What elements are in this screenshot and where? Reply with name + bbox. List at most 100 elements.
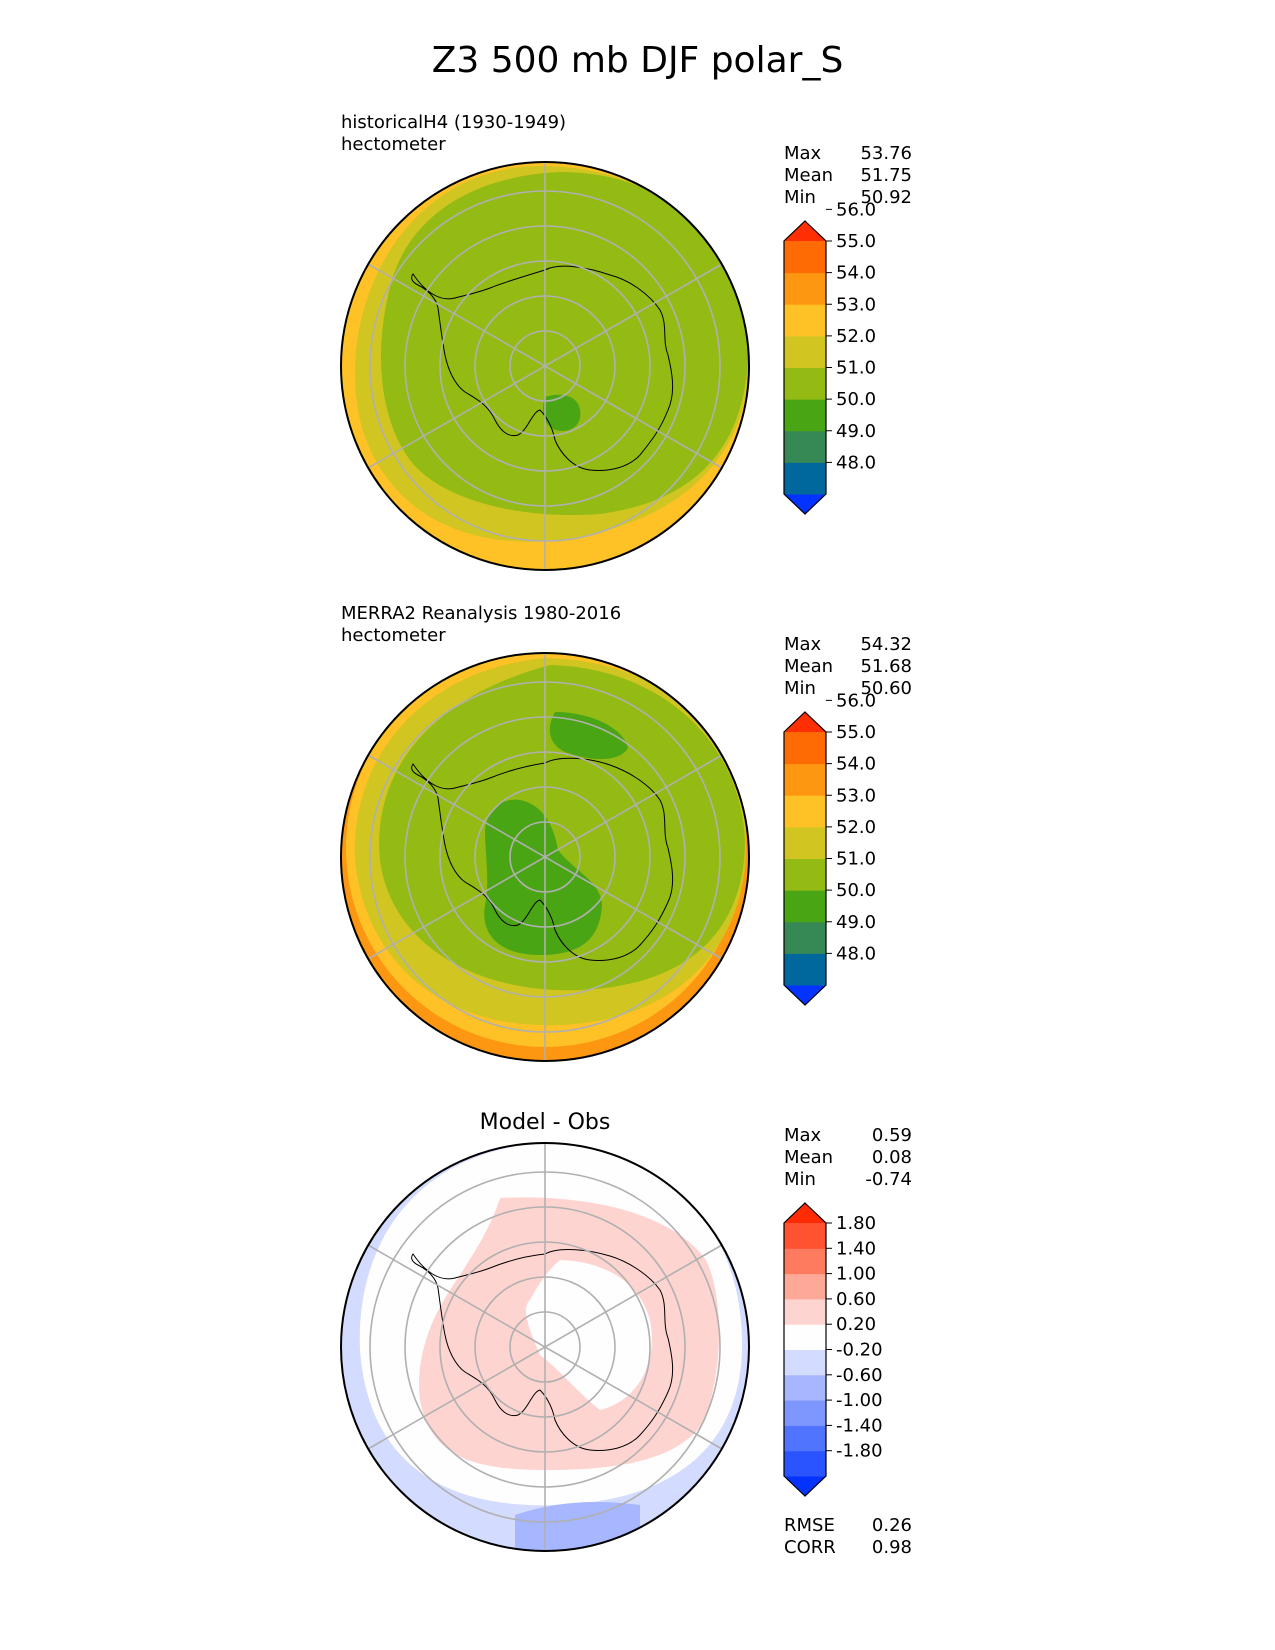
colorbar-segment [784,1223,826,1249]
panel-title-line: MERRA2 Reanalysis 1980-2016 [341,603,622,624]
colorbar-tick-label: -0.60 [836,1365,883,1386]
field-level-50-51 [549,712,628,760]
colorbar-tick-label: 53.0 [836,785,876,806]
map-border [340,1142,750,1552]
colorbar-extend-min [784,494,826,514]
field-level-51-52 [380,172,749,516]
colorbar-segment [784,1298,826,1325]
panel-title-line: historicalH4 (1930-1949) [341,112,567,133]
panel-units-line: hectometer [341,625,446,646]
colorbar-segment [784,1450,826,1477]
map-border [340,161,750,571]
colorbar-tick-label: 0.20 [836,1314,876,1335]
colorbar-segment [784,241,826,274]
colorbar-outline [783,1202,827,1497]
colorbar-segment [784,1273,826,1300]
colorbar-segment [784,399,826,432]
colorbar-segment [784,763,826,796]
field-level-54-55 [341,653,749,1061]
colorbar: -1.80 -1.40 -1.00 -0.60 -0.20 0.20 0.60 1.00 1.4… [783,1202,883,1497]
colorbar-segment [784,462,826,495]
colorbar-segment [784,272,826,305]
field-level-51-52 [379,665,745,991]
colorbar-tick-label: 50.0 [836,389,876,410]
colorbar-tick-label: 49.0 [836,421,876,442]
panel-units-line: hectometer [341,134,446,155]
colorbar-tick-label: 0.60 [836,1289,876,1310]
antarctica-outline [411,1249,674,1451]
colorbar-tick-label: -0.20 [836,1340,883,1361]
colorbar-extend-max [784,1203,826,1223]
field-level-neg1.0-neg0.6 [515,1502,640,1551]
colorbar-tick-label: -1.40 [836,1415,883,1436]
colorbar-tick-label: 1.00 [836,1264,876,1285]
colorbar-segment [784,1425,826,1452]
colorbar-tick-label: -1.00 [836,1390,883,1411]
field-level-52-53 [354,166,749,542]
colorbar-tick-label: 55.0 [836,722,876,743]
colorbar-segment [784,304,826,337]
metric-corr: CORR 0.98 [784,1537,912,1558]
metrics-box: RMSE 0.26 CORR 0.98 [784,1515,912,1559]
field-level-0.2-0.6 [419,1197,720,1470]
colorbar-tick-label: 52.0 [836,326,876,347]
colorbar-segment [784,367,826,400]
colorbar-segment [784,335,826,368]
panel-title: historicalH4 (1930-1949) hectometer [341,112,566,156]
stats-box: Max 0.59 Mean 0.08 Min -0.74 [784,1125,912,1191]
antarctica-outline [411,757,674,961]
field-level-53-54 [346,653,744,1047]
colorbar-segment [784,858,826,891]
colorbar-segment [784,732,826,765]
colorbar-tick-label: -1.80 [836,1441,883,1462]
panel-title: Model - Obs [479,1110,611,1135]
antarctica-outline [411,265,674,471]
colorbar-tick-label: 52.0 [836,817,876,838]
gridlines-map1 [367,162,723,570]
colorbar-extend-max [784,712,826,732]
stat-min: Min 50.92 [784,187,912,208]
stats-box: Max 54.32 Mean 51.68 Min 50.60 [784,634,912,700]
colorbar-extend-max [784,221,826,241]
stat-max: Max 54.32 [784,634,912,655]
colorbar-tick-label: 1.40 [836,1238,876,1259]
stat-min: Min 50.60 [784,678,912,699]
colorbar-tick-label: 51.0 [836,849,876,870]
colorbar-tick-label: 54.0 [836,754,876,775]
colorbar-extend-min [784,985,826,1005]
gridlines-map2 [367,653,723,1061]
colorbar-segment [784,795,826,828]
colorbar-segment [784,1349,826,1376]
stat-mean: Mean 0.08 [784,1147,912,1168]
colorbar-segment [784,953,826,986]
colorbar-segment [784,430,826,463]
panel-title: MERRA2 Reanalysis 1980-2016 hectometer [341,603,621,647]
colorbar-segment [784,1374,826,1401]
stat-mean: Mean 51.68 [784,656,912,677]
colorbar-tick-label: 1.80 [836,1213,876,1234]
colorbar-tick-label: 53.0 [836,294,876,315]
colorbar-segment [784,1248,826,1275]
colorbar-tick-label: 54.0 [836,263,876,284]
field-level-neg0.2-0.2 [359,1143,743,1506]
stats-box: Max 53.76 Mean 51.75 Min 50.92 [784,143,912,209]
stat-max: Max 0.59 [784,1125,912,1146]
field-level-neg0.6-neg0.2 [341,1143,749,1551]
stat-min: Min -0.74 [784,1169,912,1190]
colorbar-segment [784,890,826,923]
stat-mean: Mean 51.75 [784,165,912,186]
colorbar: 48.049.050.051.052.053.054.055.056.0 [783,199,876,515]
metric-rmse: RMSE 0.26 [784,1515,912,1536]
colorbar: 48.049.050.051.052.053.054.055.056.0 [783,690,876,1006]
field-level-52-53 [354,658,747,1026]
colorbar-tick-label: 49.0 [836,912,876,933]
map-border [340,652,750,1062]
field-level-50-51 [484,799,602,955]
colorbar-outline [783,220,827,515]
colorbar-segment [784,1400,826,1426]
colorbar-segment [784,826,826,859]
gridlines-map3 [367,1143,723,1551]
colorbar-segment [784,921,826,954]
